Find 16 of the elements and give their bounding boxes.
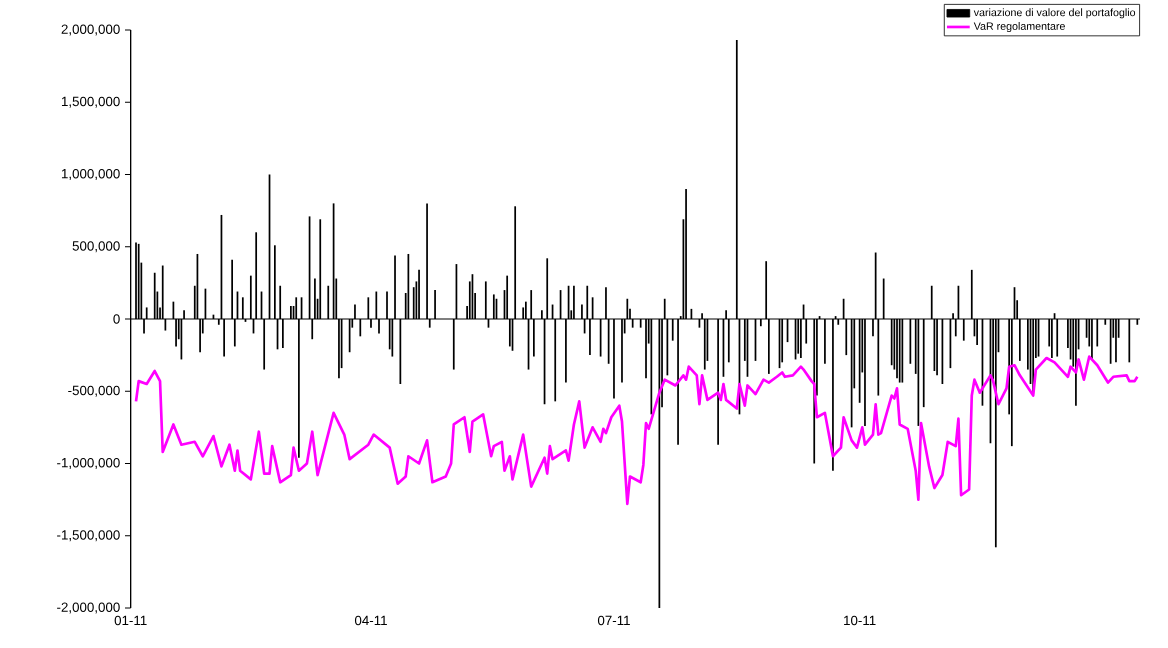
x-tick-label: 10-11 — [844, 615, 876, 626]
y-tick-label: -500,000 — [68, 385, 120, 397]
y-tick-label: 0 — [113, 314, 120, 324]
legend-label: VaR regolamentare — [973, 22, 1065, 33]
y-tick-label: 1,500,000 — [61, 96, 120, 108]
y-tick-label: 500,000 — [72, 241, 120, 253]
x-tick-label: 01-11 — [114, 615, 147, 626]
legend-label: variazione di valore del portafoglio — [973, 8, 1136, 19]
y-tick-label: -1,500,000 — [57, 530, 120, 542]
line-series — [134, 355, 1139, 506]
y-tick-label: -1,000,000 — [57, 457, 120, 469]
y-tick-label: -2,000,000 — [57, 602, 120, 614]
x-tick-label: 04-11 — [354, 615, 387, 626]
x-tick-label: 07-11 — [597, 615, 630, 626]
y-tick-label: 2,000,000 — [61, 24, 120, 36]
y-tick-label: 1,000,000 — [61, 168, 120, 181]
